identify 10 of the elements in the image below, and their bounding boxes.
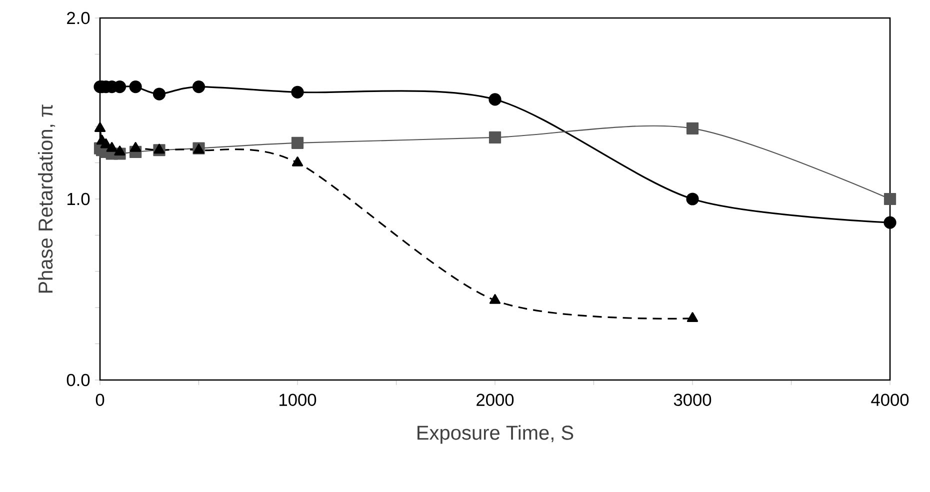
y-axis-title: Phase Retardation, π [38, 104, 56, 293]
x-tick-label: 2000 [476, 394, 514, 406]
y-tick-label: 2.0 [67, 12, 90, 24]
x-tick-label: 4000 [871, 394, 909, 406]
x-axis-title: Exposure Time, S [418, 425, 574, 444]
x-tick-label: 1000 [280, 394, 316, 406]
x-tick-label: 3000 [674, 394, 712, 406]
y-tick-label: 1.0 [68, 192, 90, 206]
y-tick-label: 0.0 [66, 374, 90, 386]
x-tick-label: 0 [96, 394, 104, 406]
